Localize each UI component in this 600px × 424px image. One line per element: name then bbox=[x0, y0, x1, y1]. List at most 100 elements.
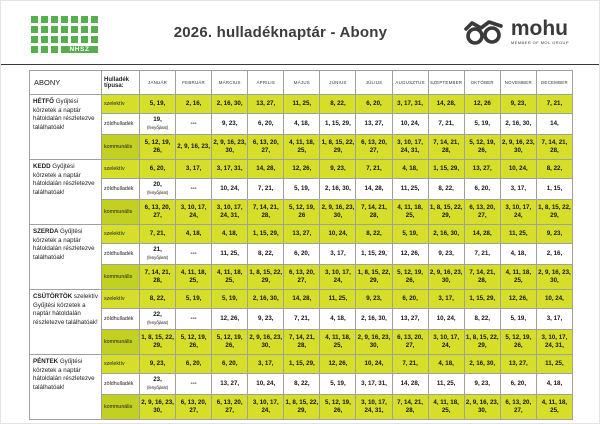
nhsz-logo-dot bbox=[51, 16, 58, 23]
dates-cell: 7, 14, 21, 28, bbox=[427, 134, 465, 160]
dates-cell: 9, 23, bbox=[427, 243, 465, 265]
dates-cell: 7, 14, 21, 28, bbox=[247, 199, 285, 225]
nhsz-logo-dot bbox=[31, 36, 38, 43]
dates-cell: 9, 23, bbox=[211, 113, 249, 135]
dates-cell: 9, 23, bbox=[499, 94, 537, 114]
dates-cell: 6, 13, 20, 27, bbox=[211, 394, 249, 420]
dates-cell: 1, 8, 15, 22, 29, bbox=[535, 199, 574, 225]
dates-cell: 2, 9, 16, 23, 30, bbox=[211, 134, 249, 160]
calendar-row: PÉNTEK Gyűjtési körzetek a naptár hátold… bbox=[29, 354, 574, 420]
month-header: AUGUSZTUS bbox=[391, 70, 429, 95]
fenyojarat-note: (fenyőjárat) bbox=[146, 320, 169, 325]
dates-cell: 6, 20, bbox=[175, 354, 213, 374]
dates-cell: 10, 24, bbox=[247, 373, 285, 395]
dates-cell: 10, 24, bbox=[499, 159, 537, 179]
dates-cell: 7, 14, 21, 28, bbox=[535, 134, 574, 160]
dates-cell: 2, 9, 16, 23, 30, bbox=[319, 199, 357, 225]
calendar-row: kommunális 6, 13, 20, 27, 3, 10, 17, 24, 3,… bbox=[30, 199, 574, 225]
dates-cell: 2, 9, 16, 23, 30, bbox=[535, 264, 574, 290]
dates-cell: 1, 8, 15, 22, 29, bbox=[427, 199, 465, 225]
day-name: CSÜTÖRTÖK bbox=[33, 293, 74, 300]
dates-cell: 6, 13, 20, 27, bbox=[463, 199, 501, 225]
dates-cell: 10, 24, bbox=[391, 113, 429, 135]
nhsz-logo-dot bbox=[91, 26, 98, 33]
dates-cell: 4, 18, bbox=[319, 308, 357, 330]
dates-cell: 8, 22, bbox=[138, 289, 177, 309]
nhsz-logo-dot bbox=[41, 16, 48, 23]
dates-cell: 5, 12, 19, 26 bbox=[283, 199, 321, 225]
dates-cell: 6, 13, 20, 27, bbox=[499, 394, 537, 420]
dates-cell: 12, 26, bbox=[283, 159, 321, 179]
dates-cell: 4, 11, 18, 25, bbox=[391, 199, 429, 225]
dates-cell: 7, 21, bbox=[391, 354, 429, 374]
waste-type-label: zöldhulladék bbox=[101, 373, 140, 395]
dates-cell: 6, 13, 20, 27, bbox=[283, 264, 321, 290]
dates-cell: 6, 13, 20, 27, bbox=[175, 394, 213, 420]
month-header: JÚNIUS bbox=[319, 70, 357, 95]
dates-cell: 5, 12, 19, 26, bbox=[319, 394, 357, 420]
nhsz-logo-dot bbox=[91, 16, 98, 23]
dates-cell: 5, 19, bbox=[283, 178, 321, 200]
waste-type-label: kommunális bbox=[101, 329, 140, 355]
dates-cell: 2, 16, 30, bbox=[247, 289, 285, 309]
dates-cell: 8, 22, bbox=[463, 308, 501, 330]
dates-cell: 7, 21, bbox=[427, 113, 465, 135]
dates-cell: 2, 16, 30, bbox=[355, 308, 393, 330]
day-name: KEDD bbox=[33, 163, 53, 170]
day-name: PÉNTEK bbox=[33, 358, 60, 365]
fenyojarat-note: (fenyőjárat) bbox=[146, 190, 169, 195]
calendar-row: kommunális 5, 12, 19, 26, 2, 9, 16, 23, 2, … bbox=[30, 134, 574, 160]
dates-cell: 10, 24, bbox=[535, 289, 574, 309]
dates-cell: 5, 12, 19, 26, bbox=[211, 329, 249, 355]
dates-cell: 11, 25, bbox=[319, 289, 357, 309]
dates-cell: 3, 17, 31, bbox=[391, 94, 429, 114]
dates-cell: 6, 20, bbox=[283, 243, 321, 265]
dates-cell: 7, 14, 21, 28, bbox=[391, 394, 429, 420]
waste-type-label: zöldhulladék bbox=[101, 113, 140, 135]
dates-cell: 9, 23, bbox=[138, 354, 177, 374]
calendar-row: zöldhulladék 19, (fenyőjárat) --- 9, 23, 6, 2… bbox=[30, 113, 574, 135]
dates-cell: 13, 27, bbox=[499, 354, 537, 374]
dates-cell: 7, 21, bbox=[283, 308, 321, 330]
dates-cell: 1, 8, 15, 22, 29, bbox=[355, 264, 393, 290]
page-title: 2026. hulladéknaptár - Abony bbox=[173, 24, 388, 41]
nhsz-badge: NHSZ bbox=[61, 46, 98, 53]
dates-cell: 3, 10, 17, 24, bbox=[319, 264, 357, 290]
nhsz-logo-dot bbox=[61, 36, 68, 43]
dates-cell: 14, 28, bbox=[463, 224, 501, 244]
dates-cell: 5, 12, 19, 26, bbox=[463, 134, 501, 160]
day-label-4: PÉNTEK Gyűjtési körzetek a naptár hátold… bbox=[29, 354, 102, 420]
nhsz-logo-dot bbox=[61, 16, 68, 23]
dates-cell: --- bbox=[175, 178, 213, 200]
dates-cell: 1, 15, 29, bbox=[427, 159, 465, 179]
dates-cell: 3, 10, 17, 24, bbox=[499, 199, 537, 225]
month-header: DECEMBER bbox=[535, 70, 574, 95]
month-header: NOVEMBER bbox=[499, 70, 537, 95]
dates-cell: 3, 17, bbox=[499, 178, 537, 200]
calendar-row: kommunális 1, 8, 15, 22, 29, 5, 12, 19, 26… bbox=[30, 329, 574, 355]
dates-cell: 8, 22, bbox=[319, 94, 357, 114]
dates-cell: 9, 23, bbox=[355, 289, 393, 309]
dates-cell: 13, 27, bbox=[283, 224, 321, 244]
dates-cell: 2, 16, 30, bbox=[427, 224, 465, 244]
dates-cell: 1, 15, 29, bbox=[319, 113, 357, 135]
calendar-row: zöldhulladék 23, (fenyőjárat) --- 13, 27, 10,… bbox=[30, 373, 574, 395]
dates-cell: 6, 20, bbox=[463, 178, 501, 200]
dates-cell: 14, 28, bbox=[283, 289, 321, 309]
dates-cell: 1, 8, 15, 22, 29, bbox=[247, 264, 285, 290]
dates-cell: 13, 27, bbox=[391, 308, 429, 330]
dates-cell: 6, 20, bbox=[391, 289, 429, 309]
waste-type-label: szelektív bbox=[101, 94, 140, 114]
dates-cell: 1, 15, bbox=[535, 178, 574, 200]
dates-cell: 6, 13, 20, 27, bbox=[247, 134, 285, 160]
nhsz-logo-dot bbox=[41, 26, 48, 33]
month-header: ÁPRILIS bbox=[247, 70, 285, 95]
dates-cell: 5, 19, bbox=[138, 94, 177, 114]
dates-cell: 10, 24, bbox=[355, 354, 393, 374]
dates-cell: 2, 16, 30, bbox=[463, 354, 501, 374]
dates-cell: 8, 22, bbox=[355, 224, 393, 244]
dates-cell: 5, 12, 19, 26, bbox=[391, 264, 429, 290]
dates-cell: 20, (fenyőjárat) bbox=[138, 178, 177, 200]
waste-type-label: szelektív bbox=[101, 354, 140, 374]
dates-cell: 3, 10, 17, 24, bbox=[247, 394, 285, 420]
